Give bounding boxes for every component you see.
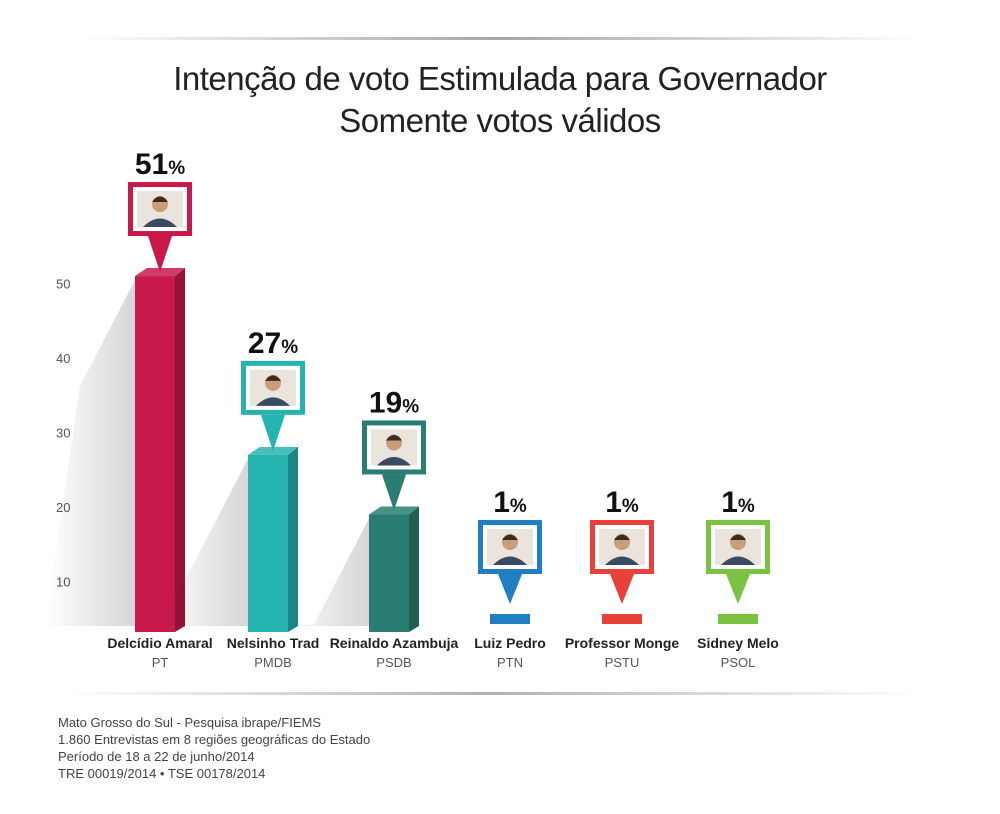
bar-side [409,506,419,632]
value-number: 27 [248,327,281,360]
party-label: PSOL [721,655,756,670]
footer-line-3: Período de 18 a 22 de junho/2014 [58,749,255,764]
chart-title: Intenção de voto Estimulada para Governa… [173,60,827,97]
value-label: 27% [248,327,298,360]
footer-line-2: 1.860 Entrevistas em 8 regiões geográfic… [58,732,371,747]
bar-chart: 102030405051%Delcídio AmaralPT27%Nelsinh… [45,148,779,670]
bar [369,514,409,632]
candidate-photo-shoulders [493,556,527,565]
marker-pointer [726,574,750,604]
footer-line-4: TRE 00019/2014 • TSE 00178/2014 [58,766,266,781]
y-tick-label: 30 [56,426,70,441]
value-label: 19% [369,386,419,419]
marker-pointer [148,236,172,273]
marker-pointer [498,574,522,604]
value-number: 1 [605,486,622,519]
bar [248,454,288,632]
candidate-photo-hair [730,534,746,540]
candidate-photo-hair [386,434,402,441]
value-percent: % [402,396,419,417]
party-label: PT [152,655,169,670]
bar-shadow [158,458,248,626]
value-label: 1% [721,486,755,519]
chart-subtitle: Somente votos válidos [339,102,661,139]
value-label: 1% [605,486,639,519]
bar [135,276,175,632]
bar [718,614,758,624]
value-number: 1 [721,486,738,519]
footer-line-1: Mato Grosso do Sul - Pesquisa ibrape/FIE… [58,715,322,730]
value-percent: % [738,496,755,517]
category-label: Sidney Melo [697,635,779,651]
value-label: 1% [493,486,527,519]
candidate-photo-shoulders [721,556,755,565]
y-tick-label: 50 [56,277,70,292]
footer-notes: Mato Grosso do Sul - Pesquisa ibrape/FIE… [58,714,370,782]
value-percent: % [510,496,527,517]
candidate-photo-shoulders [256,397,290,406]
chart-title-block: Intenção de voto Estimulada para Governa… [0,58,1000,142]
marker-pointer [610,574,634,604]
value-percent: % [168,158,185,179]
bar-shadow [45,280,135,626]
value-label: 51% [135,148,185,181]
candidate-photo-hair [502,534,518,540]
value-number: 51 [135,148,168,181]
category-label: Delcídio Amaral [107,635,212,651]
party-label: PMDB [254,655,292,670]
category-label: Professor Monge [565,635,680,651]
candidate-photo-shoulders [143,218,177,228]
value-percent: % [281,337,298,358]
category-label: Luiz Pedro [474,635,546,651]
party-label: PSDB [376,655,411,670]
candidate-photo-hair [265,375,281,381]
marker-pointer [261,414,285,451]
category-label: Reinaldo Azambuja [330,635,459,651]
candidate-photo-hair [614,534,630,540]
top-divider [80,37,920,40]
value-number: 1 [493,486,510,519]
bottom-divider [60,692,920,695]
bar [602,614,642,624]
party-label: PTN [497,655,523,670]
value-percent: % [622,496,639,517]
bar [490,614,530,624]
candidate-photo-shoulders [377,456,411,466]
bar-shadow [279,518,369,626]
bar-side [288,446,298,632]
category-label: Nelsinho Trad [227,635,320,651]
value-number: 19 [369,386,402,419]
candidate-photo-shoulders [605,556,639,565]
marker-pointer [382,474,406,511]
bar-side [175,268,185,632]
party-label: PSTU [605,655,640,670]
y-tick-label: 40 [56,351,70,366]
candidate-photo-hair [152,196,168,203]
